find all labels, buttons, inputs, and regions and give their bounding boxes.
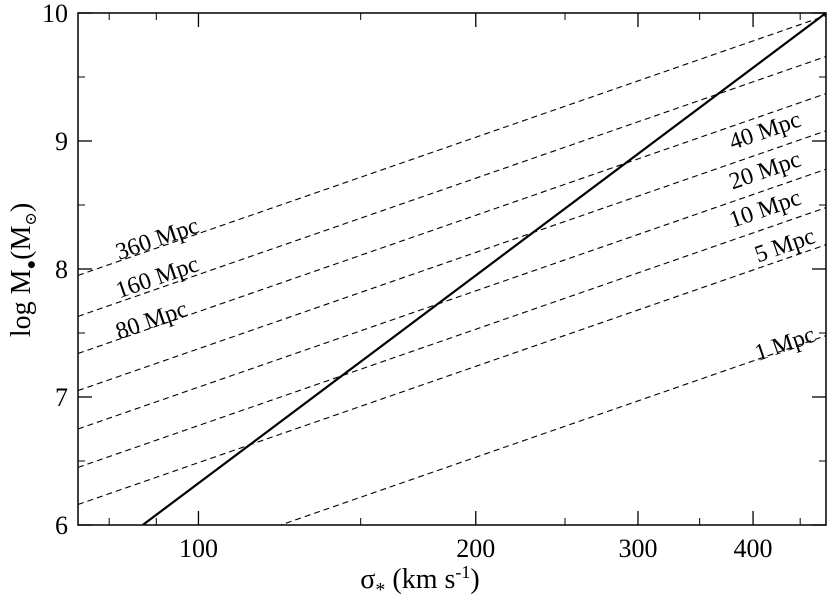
distance-line-3 [78,93,826,355]
x-tick-label: 300 [618,534,657,563]
relation-line [142,13,826,525]
y-tick-label: 7 [55,383,68,412]
distance-line-8 [279,335,826,525]
x-tick-label: 400 [734,534,773,563]
y-tick-label: 6 [55,511,68,540]
y-axis-title: log M●(M⊙) [6,203,40,337]
x-tick-label: 100 [179,534,218,563]
y-axis-title-rest: (M [6,225,37,259]
distance-line-6 [78,207,826,468]
y-tick-label: 10 [42,0,68,28]
x-axis-title-main: σ [360,564,375,595]
distance-line-1 [78,15,826,276]
series-lines [78,13,826,525]
x-axis-title-sub: * [375,579,385,596]
x-axis-title-rest: (km s [385,564,455,595]
x-tick-label: 200 [456,534,495,563]
line-label: 80 Mpc [113,296,191,345]
x-axis-title-close: ) [470,564,479,595]
y-axis-title-close: ) [6,203,37,212]
distance-line-4 [78,130,826,392]
distance-line-7 [78,244,826,506]
y-tick-label: 9 [55,127,68,156]
line-label: 1 Mpc [751,322,818,367]
y-axis-title-main: log M [6,269,37,337]
y-axis-title-sub2: ⊙ [23,212,40,225]
y-tick-label: 8 [55,255,68,284]
axis-ticks: 100 200 300 400 6 7 8 9 10 [42,0,826,563]
x-axis-title: σ* (km s-1) [360,562,479,596]
x-axis-title-sup: -1 [455,562,470,582]
distance-line-5 [78,168,826,430]
y-axis-title-sub: ● [23,260,40,270]
distance-line-2 [78,55,826,317]
